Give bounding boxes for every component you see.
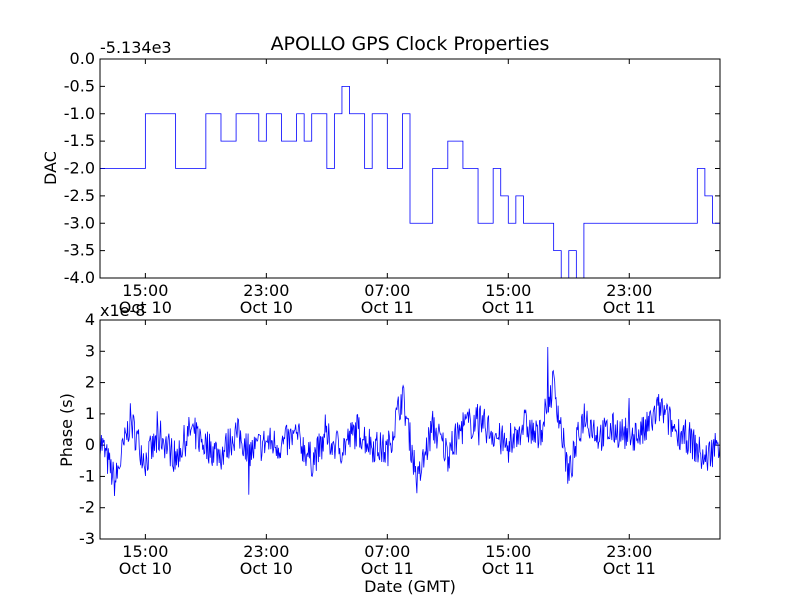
dac-x-tick-date: Oct 11: [482, 298, 535, 317]
dac-y-tick-label: 0.0: [70, 49, 95, 68]
dac-y-tick-label: -3.5: [64, 241, 95, 260]
phase-y-tick-label: 2: [85, 373, 95, 392]
phase-y-tick-label: 0: [85, 435, 95, 454]
phase-series-line: [100, 347, 720, 496]
dac-y-tick-label: -0.5: [64, 76, 95, 95]
dac-y-ticks: 0.0 -0.5 -1.0 -1.5 -2.0 -2.5 -3.0 -3.5 -4.0: [64, 49, 720, 287]
phase-y-tick-label: -1: [79, 466, 95, 485]
phase-y-ticks: 4 3 2 1 0 -1 -2 -3: [79, 310, 720, 548]
dac-x-tick-date: Oct 10: [119, 298, 172, 317]
dac-y-tick-label: -2.0: [64, 159, 95, 178]
phase-x-tick-date: Oct 11: [482, 559, 535, 578]
phase-y-axis-label: Phase (s): [57, 393, 76, 467]
dac-y-tick-label: -1.0: [64, 104, 95, 123]
phase-x-tick-date: Oct 11: [603, 559, 656, 578]
phase-x-axis-label: Date (GMT): [364, 577, 456, 596]
phase-x-tick-time: 23:00: [606, 542, 652, 561]
dac-y-tick-label: -4.0: [64, 268, 95, 287]
dac-x-tick-time: 23:00: [606, 281, 652, 300]
phase-x-tick-date: Oct 11: [361, 559, 414, 578]
phase-x-tick-date: Oct 10: [119, 559, 172, 578]
phase-x-tick-time: 15:00: [485, 542, 531, 561]
dac-x-tick-date: Oct 11: [361, 298, 414, 317]
dac-x-tick-time: 15:00: [485, 281, 531, 300]
phase-x-tick-time: 23:00: [243, 542, 289, 561]
dac-x-tick-time: 07:00: [364, 281, 410, 300]
dac-series-line: [100, 85, 720, 278]
chart-title: APOLLO GPS Clock Properties: [271, 33, 550, 55]
dac-y-axis-label: DAC: [41, 151, 60, 185]
phase-x-tick-time: 15:00: [122, 542, 168, 561]
phase-x-tick-time: 07:00: [364, 542, 410, 561]
phase-axes-frame: [99, 319, 721, 540]
dac-offset-label: -5.134e3: [100, 38, 172, 57]
dac-y-tick-label: -3.0: [64, 213, 95, 232]
phase-offset-label: x1e-8: [100, 301, 145, 320]
phase-y-tick-label: 4: [85, 310, 95, 329]
dac-x-tick-date: Oct 10: [240, 298, 293, 317]
phase-x-tick-date: Oct 10: [240, 559, 293, 578]
phase-y-tick-label: -3: [79, 529, 95, 548]
dac-y-tick-label: -2.5: [64, 186, 95, 205]
dac-x-tick-time: 15:00: [122, 281, 168, 300]
dac-x-tick-date: Oct 11: [603, 298, 656, 317]
dac-x-tick-time: 23:00: [243, 281, 289, 300]
dac-plot-area: [100, 85, 720, 278]
phase-y-tick-label: 1: [85, 404, 95, 423]
phase-y-tick-label: 3: [85, 341, 95, 360]
dac-axes-frame: [99, 58, 721, 279]
phase-y-tick-label: -2: [79, 498, 95, 517]
dac-chart: -5.134e3 DAC 0.0 -0.5 -1.0 -1.5 -2.0 -2.5 -3.0…: [41, 38, 721, 317]
dac-y-tick-label: -1.5: [64, 131, 95, 150]
phase-plot-area: [100, 347, 720, 496]
